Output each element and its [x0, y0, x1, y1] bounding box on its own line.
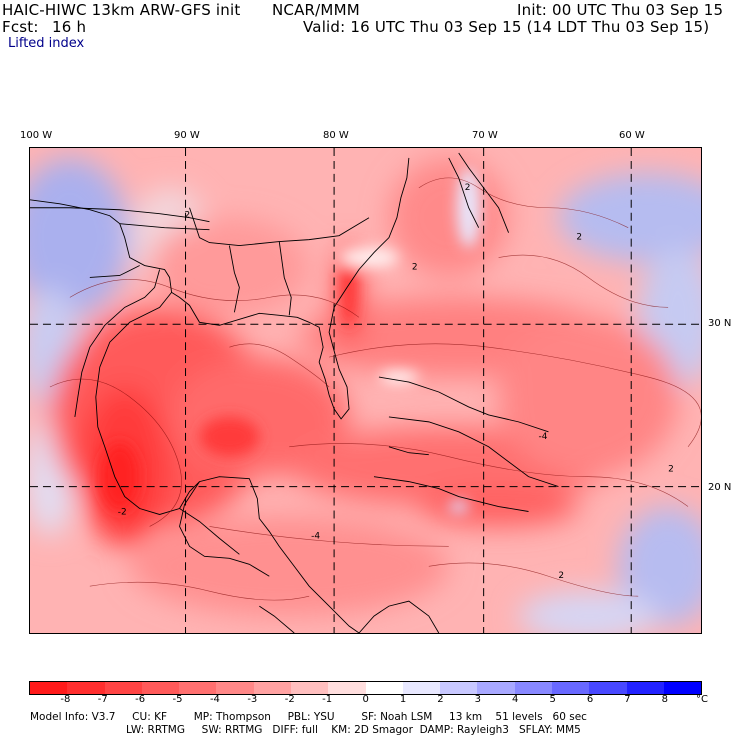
colorbar-tick: 7 [624, 694, 631, 705]
model-info-line1: Model Info: V3.7 CU: KF MP: Thompson PBL… [30, 711, 587, 723]
colorbar-tick: 5 [549, 694, 556, 705]
colorbar-tick: -4 [209, 694, 220, 705]
field-detail [99, 167, 481, 513]
colorbar [29, 681, 702, 695]
colorbar-tick: -6 [135, 694, 146, 705]
colorbar-tick: -2 [284, 694, 295, 705]
colorbar-swatch [551, 682, 590, 694]
coastlines [30, 152, 559, 633]
contours [49, 177, 701, 601]
colorbar-swatch [141, 682, 180, 694]
lon-label: 90 W [174, 130, 200, 141]
colorbar-swatch [104, 682, 142, 694]
forecast-hour: 16 h [52, 18, 87, 36]
colorbar-swatch [626, 682, 664, 694]
colorbar-tick: -1 [322, 694, 333, 705]
colorbar-tick: 8 [661, 694, 668, 705]
colorbar-swatch [365, 682, 403, 694]
contour-label: 2 [185, 211, 191, 221]
model-info-line2: LW: RRTMG SW: RRTMG DIFF: full KM: 2D Sm… [126, 724, 581, 736]
lat-label: 20 N [708, 482, 732, 493]
colorbar-swatch [663, 682, 702, 694]
model-title: HAIC-HIWC 13km ARW-GFS init [2, 1, 241, 19]
grid-lines [30, 148, 701, 633]
contour-label: -2 [118, 507, 127, 517]
contour-label: 2 [668, 465, 674, 475]
colorbar-tick: 3 [474, 694, 482, 705]
colorbar-swatch [30, 682, 68, 694]
colorbar-tick: 1 [399, 694, 407, 705]
colorbar-tick: -7 [97, 694, 108, 705]
colorbar-swatch [179, 682, 217, 694]
colorbar-swatch [290, 682, 329, 694]
colorbar-swatch [477, 682, 515, 694]
colorbar-tick: -3 [247, 694, 258, 705]
init-time: Init: 00 UTC Thu 03 Sep 15 [517, 1, 724, 19]
colorbar-tick: -5 [172, 694, 183, 705]
field-name: Lifted index [8, 36, 85, 51]
colorbar-tick: 4 [512, 694, 519, 705]
colorbar-swatch [216, 682, 254, 694]
lon-label: 80 W [323, 130, 349, 141]
colorbar-swatch [514, 682, 552, 694]
contour-label: 2 [576, 233, 582, 243]
contour-label: 2 [412, 263, 418, 273]
contour-label: -4 [311, 531, 320, 541]
colorbar-tick: 0 [362, 694, 369, 705]
contour-label: -4 [538, 432, 547, 442]
org-title: NCAR/MMM [272, 1, 360, 19]
lifted-index-map: 2 2 2 2 2 2 -4 -4 -2 [29, 147, 702, 634]
colorbar-swatch [67, 682, 105, 694]
colorbar-swatch [253, 682, 291, 694]
lat-label: 30 N [708, 318, 732, 329]
lon-label: 100 W [20, 130, 53, 141]
colorbar-tick: -8 [60, 694, 71, 705]
contour-labels: 2 2 2 2 2 2 -4 -4 -2 [118, 183, 674, 581]
colorbar-swatch [440, 682, 478, 694]
colorbar-tick: 2 [437, 694, 444, 705]
forecast-label: Fcst: [2, 18, 39, 36]
valid-time: Valid: 16 UTC Thu 03 Sep 15 (14 LDT Thu … [303, 18, 710, 36]
lon-label: 70 W [472, 130, 498, 141]
contour-label: 2 [465, 183, 471, 193]
colorbar-swatch [402, 682, 441, 694]
colorbar-tick: 6 [586, 694, 594, 705]
colorbar-unit: °C [696, 694, 708, 705]
colorbar-swatch [328, 682, 366, 694]
colorbar-swatch [589, 682, 627, 694]
lon-label: 60 W [619, 130, 645, 141]
contour-label: 2 [558, 571, 564, 581]
